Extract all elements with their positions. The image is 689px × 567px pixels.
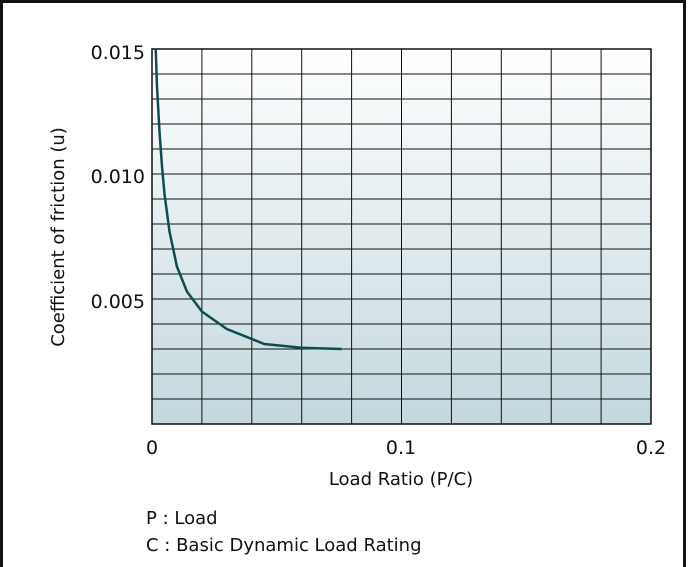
x-tick-label-0: 0 (146, 437, 158, 459)
y-axis-title: Coefficient of friction (u) (48, 127, 69, 347)
y-tick-label-0.010: 0.010 (91, 166, 145, 188)
horizontal-gridlines (152, 73, 651, 400)
note-load: P : Load (146, 508, 218, 529)
y-tick-label-0.005: 0.005 (91, 291, 145, 313)
friction-curve (154, 48, 342, 351)
y-tick-label-0.015: 0.015 (91, 42, 145, 64)
vertical-gridlines (201, 49, 602, 424)
note-dynamic-load-rating: C : Basic Dynamic Load Rating (146, 535, 422, 556)
plot-border (151, 48, 652, 425)
x-tick-label-0.1: 0.1 (386, 437, 416, 459)
x-axis-title: Load Ratio (P/C) (329, 469, 473, 490)
x-tick-label-0.2: 0.2 (636, 437, 666, 459)
